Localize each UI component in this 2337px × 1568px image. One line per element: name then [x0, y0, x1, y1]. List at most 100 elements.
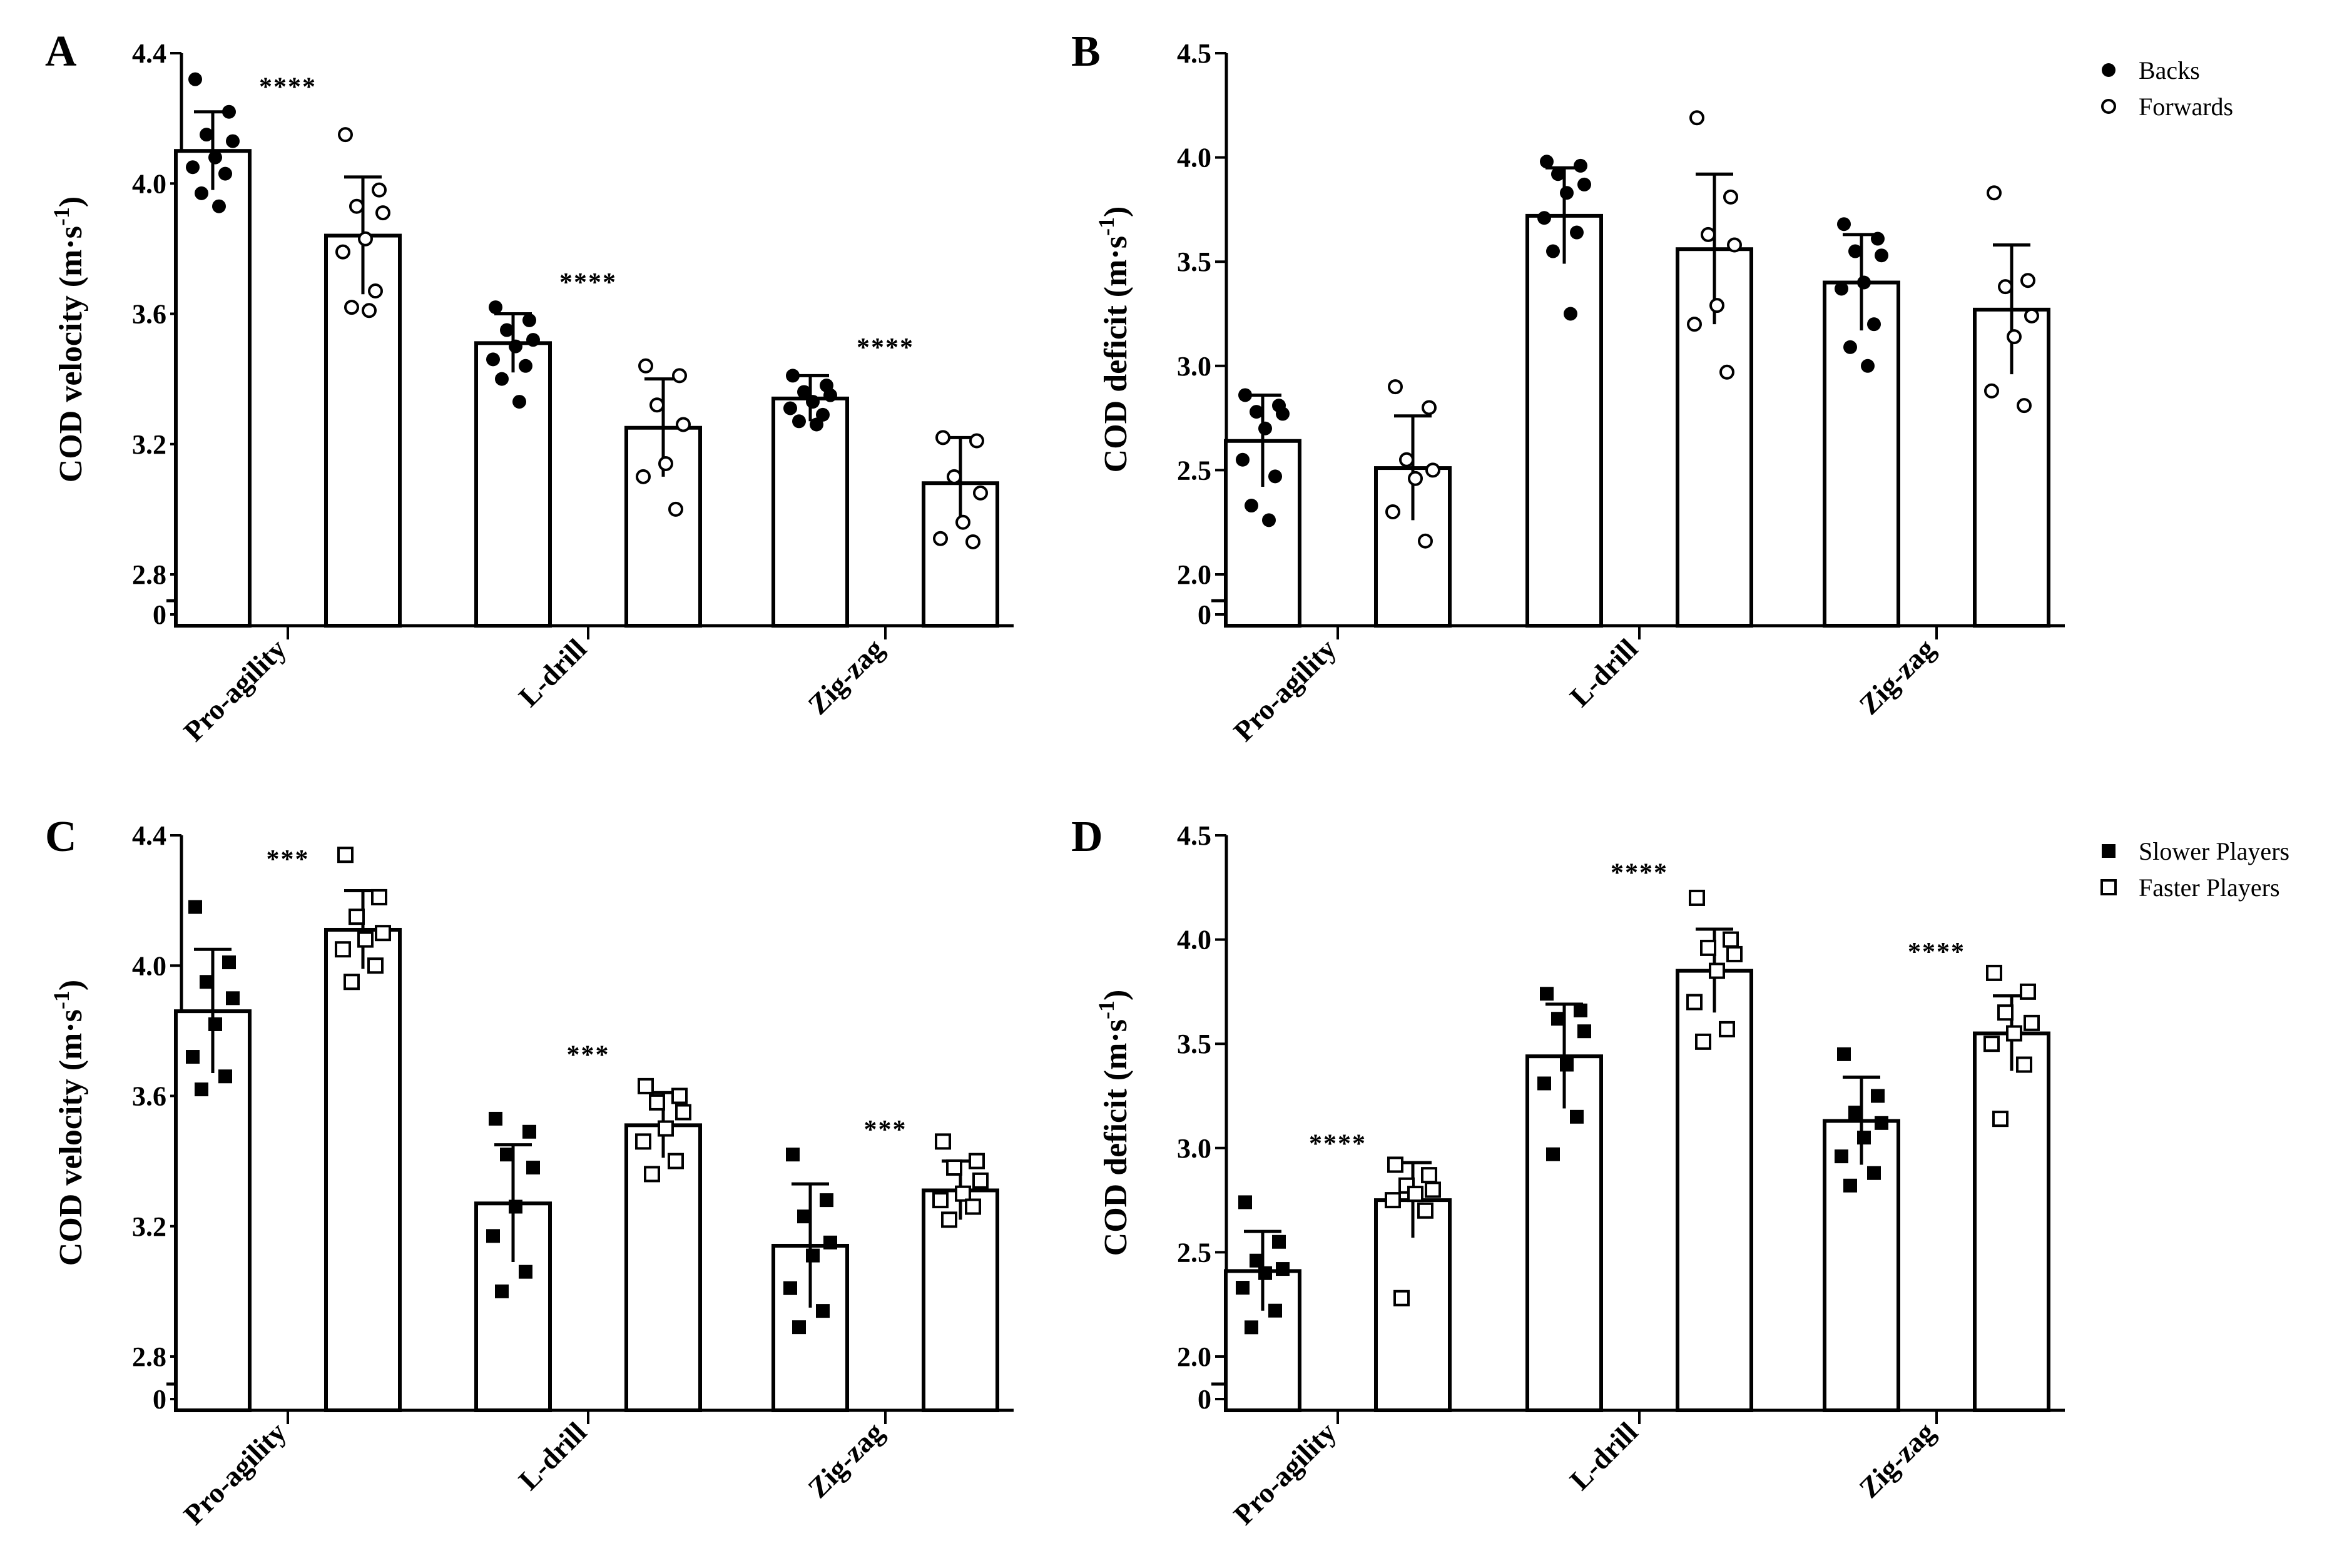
- legend-marker: [2100, 879, 2117, 895]
- data-point: [1723, 189, 1738, 205]
- data-point: [222, 955, 236, 970]
- data-point: [1560, 1057, 1574, 1072]
- y-tick-label-zero: 0: [1198, 1384, 1211, 1415]
- y-tick-label-zero: 0: [1198, 599, 1211, 630]
- data-point: [1987, 185, 2002, 201]
- data-point: [1245, 499, 1258, 513]
- data-point: [226, 991, 240, 1005]
- data-point: [337, 847, 354, 863]
- data-point: [368, 283, 383, 299]
- y-axis-title-superscript: -1: [49, 990, 74, 1009]
- data-point: [972, 1172, 989, 1189]
- data-point: [1695, 1033, 1711, 1050]
- data-point: [362, 303, 377, 318]
- data-point: [1417, 1202, 1433, 1219]
- data-point: [1726, 945, 1743, 962]
- data-point: [1393, 1290, 1410, 1306]
- significance-marker: ***: [864, 1116, 907, 1144]
- data-point: [816, 1304, 830, 1318]
- data-point: [367, 957, 384, 974]
- y-tick-label: 3.5: [1177, 247, 1211, 277]
- y-tick-label: 4.0: [132, 950, 166, 981]
- data-point: [806, 395, 820, 409]
- data-point: [1276, 407, 1290, 421]
- data-point: [649, 1094, 665, 1111]
- data-point: [635, 1133, 651, 1150]
- data-point: [1848, 1106, 1862, 1120]
- data-point: [335, 244, 350, 260]
- legend-marker: [2102, 844, 2116, 858]
- y-axis-title-close: ): [53, 196, 89, 207]
- data-point: [218, 166, 232, 181]
- data-point: [1238, 1195, 1252, 1209]
- data-point: [500, 1148, 514, 1162]
- data-point: [658, 1120, 674, 1137]
- data-point: [349, 198, 364, 214]
- data-point: [1388, 379, 1403, 395]
- y-tick-label: 4.0: [1177, 925, 1211, 955]
- significance-marker: ***: [567, 1041, 610, 1069]
- data-point: [522, 1124, 536, 1139]
- data-point: [1564, 307, 1577, 321]
- data-point: [1540, 987, 1554, 1001]
- legend-label: Backs: [2139, 56, 2200, 84]
- data-point: [1992, 1111, 2009, 1128]
- data-point: [932, 1192, 949, 1209]
- data-point: [783, 1281, 797, 1295]
- data-point: [1998, 279, 2013, 295]
- bar-backs: [474, 341, 552, 628]
- data-point: [1867, 317, 1881, 332]
- y-tick-label: 2.8: [132, 1341, 166, 1372]
- data-point: [1719, 1021, 1735, 1037]
- data-point: [375, 205, 390, 221]
- y-axis-title: COD velocity (m·s-1): [49, 980, 89, 1266]
- bar-forwards: [324, 233, 402, 628]
- data-point: [1871, 1089, 1885, 1103]
- data-point: [1385, 504, 1400, 520]
- bar-backs: [771, 396, 849, 628]
- data-point: [1709, 298, 1724, 313]
- data-point: [955, 1185, 971, 1202]
- bar-faster-players: [324, 927, 402, 1412]
- data-point: [186, 160, 200, 175]
- data-point: [208, 150, 222, 165]
- significance-marker: ****: [1908, 938, 1965, 967]
- data-point: [1871, 232, 1885, 246]
- data-point: [512, 395, 526, 409]
- data-point: [792, 414, 806, 429]
- y-axis-title-main: COD deficit (m·s: [1098, 236, 1134, 472]
- data-point: [1551, 1012, 1565, 1026]
- data-point: [509, 339, 522, 354]
- data-point: [1983, 1036, 2000, 1052]
- data-point: [786, 1148, 800, 1162]
- data-point: [526, 333, 540, 347]
- data-point: [1245, 1320, 1258, 1335]
- significance-marker: ****: [1611, 858, 1668, 887]
- data-point: [1425, 462, 1440, 478]
- bar-faster-players: [922, 1188, 999, 1412]
- y-axis-title-close: ): [53, 980, 89, 990]
- bar-slower-players: [174, 1009, 252, 1412]
- data-point: [668, 501, 683, 517]
- data-point: [649, 397, 664, 413]
- data-point: [1867, 1166, 1881, 1180]
- y-axis-title-close: ): [1098, 206, 1134, 217]
- data-point: [1986, 964, 2002, 981]
- data-point: [486, 1229, 500, 1243]
- y-tick-label: 3.0: [1177, 351, 1211, 382]
- y-tick-label: 3.5: [1177, 1029, 1211, 1059]
- data-point: [188, 72, 202, 86]
- data-point: [1570, 225, 1584, 240]
- data-point: [1425, 1181, 1441, 1198]
- panel-letter: A: [45, 28, 77, 76]
- y-axis-title-main: COD velocity (m·s: [53, 1009, 89, 1266]
- data-point: [946, 1159, 962, 1176]
- data-point: [1537, 211, 1551, 225]
- significance-marker: ****: [1309, 1129, 1367, 1158]
- data-point: [222, 104, 236, 119]
- y-tick-label: 3.2: [132, 1211, 166, 1242]
- data-point: [1857, 275, 1871, 290]
- panel-letter: D: [1071, 813, 1103, 861]
